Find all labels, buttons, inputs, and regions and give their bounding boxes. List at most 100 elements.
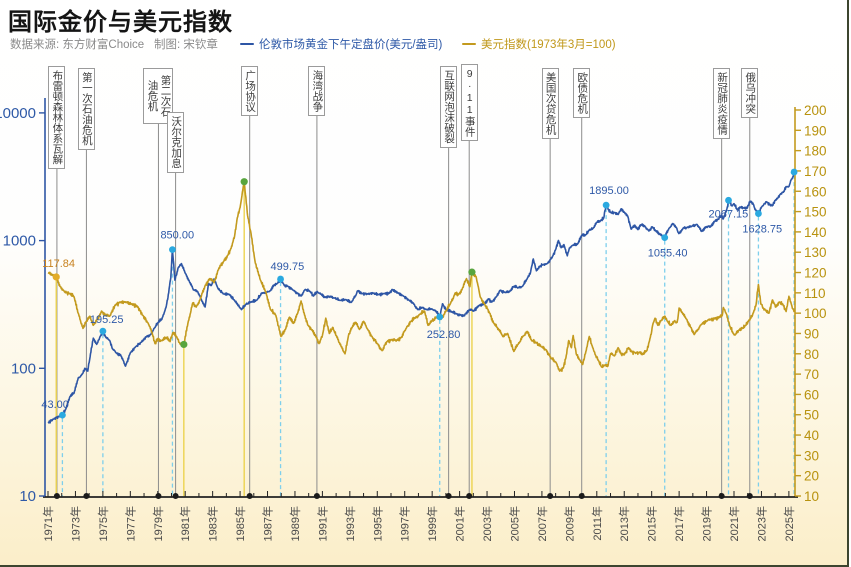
x-axis-tick-label: 2011年 xyxy=(590,506,604,541)
gold-value-label: 1055.40 xyxy=(648,248,688,260)
x-axis-tick-label: 1979年 xyxy=(151,506,165,541)
event-axis-dot xyxy=(547,493,554,499)
gold-value-label: 252.80 xyxy=(427,329,461,341)
x-axis-tick-label: 1975年 xyxy=(96,506,110,541)
x-axis-tick-label: 1983年 xyxy=(206,506,220,541)
right-axis-tick-label: 200 xyxy=(804,103,827,118)
event-axis-dot xyxy=(578,493,585,499)
right-axis-tick-label: 150 xyxy=(804,205,827,220)
gold-extreme-dot xyxy=(277,275,284,283)
dollar-extreme-dot xyxy=(240,178,248,186)
right-axis-tick-label: 140 xyxy=(804,225,827,240)
gold-value-label: 1628.75 xyxy=(742,224,782,236)
gold-value-label: 850.00 xyxy=(160,230,194,242)
legend-gold-price-label: 伦敦市场黄金下午定盘价(美元/盎司) xyxy=(259,39,443,51)
x-axis-tick-label: 2019年 xyxy=(700,506,714,541)
event-axis-dot xyxy=(445,493,452,499)
x-axis-tick-label: 2005年 xyxy=(507,506,521,541)
right-axis-tick-label: 60 xyxy=(804,387,819,402)
x-axis-tick-label: 1999年 xyxy=(425,506,439,541)
dollar-extreme-dot xyxy=(180,340,188,349)
right-axis-tick-label: 120 xyxy=(804,266,827,281)
x-axis-tick-label: 2021年 xyxy=(727,506,741,541)
gold-extreme-dot xyxy=(59,411,66,419)
x-axis-tick-label: 1987年 xyxy=(261,506,275,541)
x-axis-tick-label: 1989年 xyxy=(288,506,302,541)
gold-extreme-dot xyxy=(99,327,107,335)
event-axis-dot xyxy=(83,493,90,499)
right-axis-tick-label: 100 xyxy=(804,306,827,321)
x-axis-tick-label: 2023年 xyxy=(754,506,768,541)
right-axis-tick-label: 80 xyxy=(804,347,819,362)
right-axis-tick-label: 30 xyxy=(804,448,819,463)
left-axis-tick-label: 10 xyxy=(19,488,36,505)
data-source-label: 数据来源: 东方财富Choice xyxy=(10,39,145,51)
dollar-index-line xyxy=(47,180,795,372)
event-axis-dot xyxy=(466,493,473,499)
gold-value-label: 1895.00 xyxy=(589,185,629,197)
gold-extreme-dot xyxy=(661,234,669,242)
legend-dollar-index-label: 美元指数(1973年3月=100) xyxy=(481,39,616,51)
gold-extreme-dot xyxy=(602,201,610,209)
event-axis-dot xyxy=(155,493,162,499)
left-axis-tick-label: 100 xyxy=(11,360,36,377)
x-axis-tick-label: 1985年 xyxy=(233,506,247,541)
event-axis-dot xyxy=(718,493,725,499)
gold-extreme-dot xyxy=(790,168,798,176)
right-axis-tick-label: 190 xyxy=(804,123,827,138)
gold-extreme-dot xyxy=(725,196,732,204)
left-axis-tick-label: 1000 xyxy=(3,233,36,250)
x-axis-tick-label: 2017年 xyxy=(672,506,686,541)
x-axis-tick-label: 1973年 xyxy=(68,506,82,541)
x-axis-tick-label: 1977年 xyxy=(123,506,137,541)
dollar-extreme-dot xyxy=(468,268,476,276)
right-axis-tick-label: 160 xyxy=(804,184,827,199)
right-axis-tick-label: 50 xyxy=(804,408,819,423)
gold-price-line xyxy=(47,171,795,424)
gold-extreme-dot xyxy=(169,246,176,254)
meta-row: 数据来源: 东方财富Choice 制图: 宋钦章 伦敦市场黄金下午定盘价(美元/… xyxy=(10,36,840,52)
x-axis-tick-label: 2009年 xyxy=(562,506,576,541)
event-axis-dot xyxy=(53,493,60,499)
legend-dollar-index: 美元指数(1973年3月=100) xyxy=(462,36,616,52)
right-axis-tick-label: 170 xyxy=(804,164,827,179)
right-axis-tick-label: 130 xyxy=(804,245,827,260)
x-axis-tick-label: 2003年 xyxy=(480,506,494,541)
dollar-line-swatch-icon xyxy=(462,42,476,46)
right-axis-tick-label: 20 xyxy=(804,469,819,484)
x-axis-tick-label: 1993年 xyxy=(343,506,357,541)
x-axis-tick-label: 2001年 xyxy=(453,506,467,541)
x-axis-tick-label: 1971年 xyxy=(41,506,55,541)
right-axis-tick-label: 90 xyxy=(804,326,819,341)
right-axis-tick-label: 110 xyxy=(804,286,826,301)
legend-gold-price: 伦敦市场黄金下午定盘价(美元/盎司) xyxy=(240,36,442,52)
gold-extreme-dot xyxy=(755,210,762,217)
right-axis-tick-label: 10 xyxy=(804,489,819,504)
x-axis-tick-label: 2013年 xyxy=(617,506,631,541)
gold-value-label: 2067.15 xyxy=(709,208,749,220)
gold-value-label: 195.25 xyxy=(90,314,124,326)
right-axis-tick-label: 180 xyxy=(804,144,827,159)
x-axis-tick-label: 2007年 xyxy=(535,506,549,541)
dollar-value-label: 117.84 xyxy=(42,258,75,270)
right-axis-tick-label: 40 xyxy=(804,428,819,443)
gold-line-swatch-icon xyxy=(240,42,254,46)
right-axis-tick-label: 70 xyxy=(804,367,819,382)
x-axis-tick-label: 1991年 xyxy=(315,506,329,541)
x-axis-tick-label: 2015年 xyxy=(645,506,659,541)
chart-credit-label: 制图: 宋钦章 xyxy=(154,39,218,51)
x-axis-tick-label: 1981年 xyxy=(178,506,192,541)
event-axis-dot xyxy=(172,493,179,499)
page-title: 国际金价与美元指数 xyxy=(8,9,233,36)
dollar-start-dot xyxy=(52,273,60,281)
x-axis-tick-label: 2025年 xyxy=(782,506,796,541)
event-axis-dot xyxy=(746,493,753,499)
event-axis-dot xyxy=(246,493,253,499)
event-axis-dot xyxy=(313,493,320,499)
gold-extreme-dot xyxy=(436,313,444,321)
gold-value-label: 43.00 xyxy=(41,399,69,411)
x-axis-tick-label: 1995年 xyxy=(370,506,384,541)
